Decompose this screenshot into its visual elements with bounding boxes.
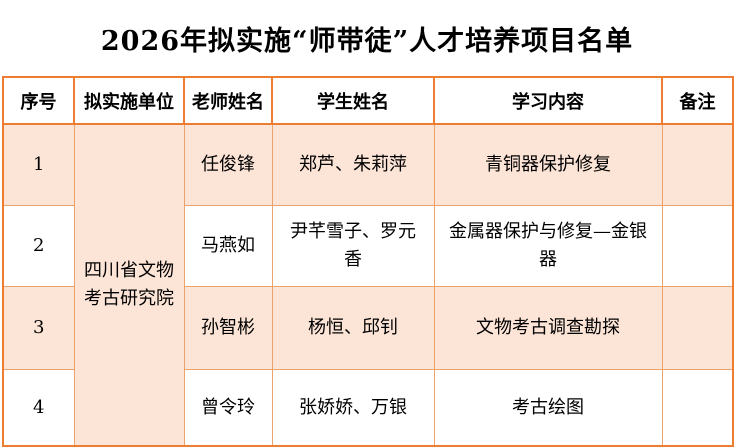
table-row: 3 孙智彬 杨恒、邱钊 文物考古调查勘探 <box>2 286 734 370</box>
table-row: 1 四川省文物考古研究院 任俊锋 郑芦、朱莉萍 青铜器保护修复 <box>2 123 734 447</box>
cell-remarks <box>661 369 734 447</box>
table-header-row: 序号 拟实施单位 老师姓名 学生姓名 学习内容 备注 <box>2 76 734 125</box>
cell-serial-number: 2 <box>2 205 75 287</box>
cell-study-content: 金属器保护与修复—金银器 <box>433 205 663 287</box>
cell-implementing-unit: 四川省文物考古研究院 <box>73 123 185 447</box>
cell-teacher-name: 孙智彬 <box>183 286 273 370</box>
header-study-content: 学习内容 <box>433 76 663 125</box>
training-project-table: 序号 拟实施单位 老师姓名 学生姓名 学习内容 备注 1 四川省文物考古研究院 … <box>2 76 734 447</box>
cell-remarks <box>661 123 734 206</box>
cell-student-name: 郑芦、朱莉萍 <box>271 123 435 206</box>
table-row: 4 曾令玲 张娇娇、万银 考古绘图 <box>2 369 734 447</box>
header-teacher-name: 老师姓名 <box>183 76 273 125</box>
cell-serial-number: 1 <box>2 123 75 206</box>
cell-teacher-name: 曾令玲 <box>183 369 273 447</box>
cell-student-name: 杨恒、邱钊 <box>271 286 435 370</box>
header-student-name: 学生姓名 <box>271 76 435 125</box>
header-remarks: 备注 <box>661 76 734 125</box>
header-implementing-unit: 拟实施单位 <box>73 76 185 125</box>
page-title: 2026年拟实施“师带徒”人才培养项目名单 <box>100 25 634 57</box>
header-serial-number: 序号 <box>2 76 75 125</box>
cell-student-name: 张娇娇、万银 <box>271 369 435 447</box>
cell-serial-number: 4 <box>2 369 75 447</box>
cell-remarks <box>661 286 734 370</box>
table-row: 2 马燕如 尹芊雪子、罗元香 金属器保护与修复—金银器 <box>2 205 734 287</box>
cell-teacher-name: 任俊锋 <box>183 123 273 206</box>
cell-serial-number: 3 <box>2 286 75 370</box>
cell-teacher-name: 马燕如 <box>183 205 273 287</box>
cell-remarks <box>661 205 734 287</box>
cell-study-content: 青铜器保护修复 <box>433 123 663 206</box>
cell-study-content: 文物考古调查勘探 <box>433 286 663 370</box>
cell-study-content: 考古绘图 <box>433 369 663 447</box>
cell-student-name: 尹芊雪子、罗元香 <box>271 205 435 287</box>
